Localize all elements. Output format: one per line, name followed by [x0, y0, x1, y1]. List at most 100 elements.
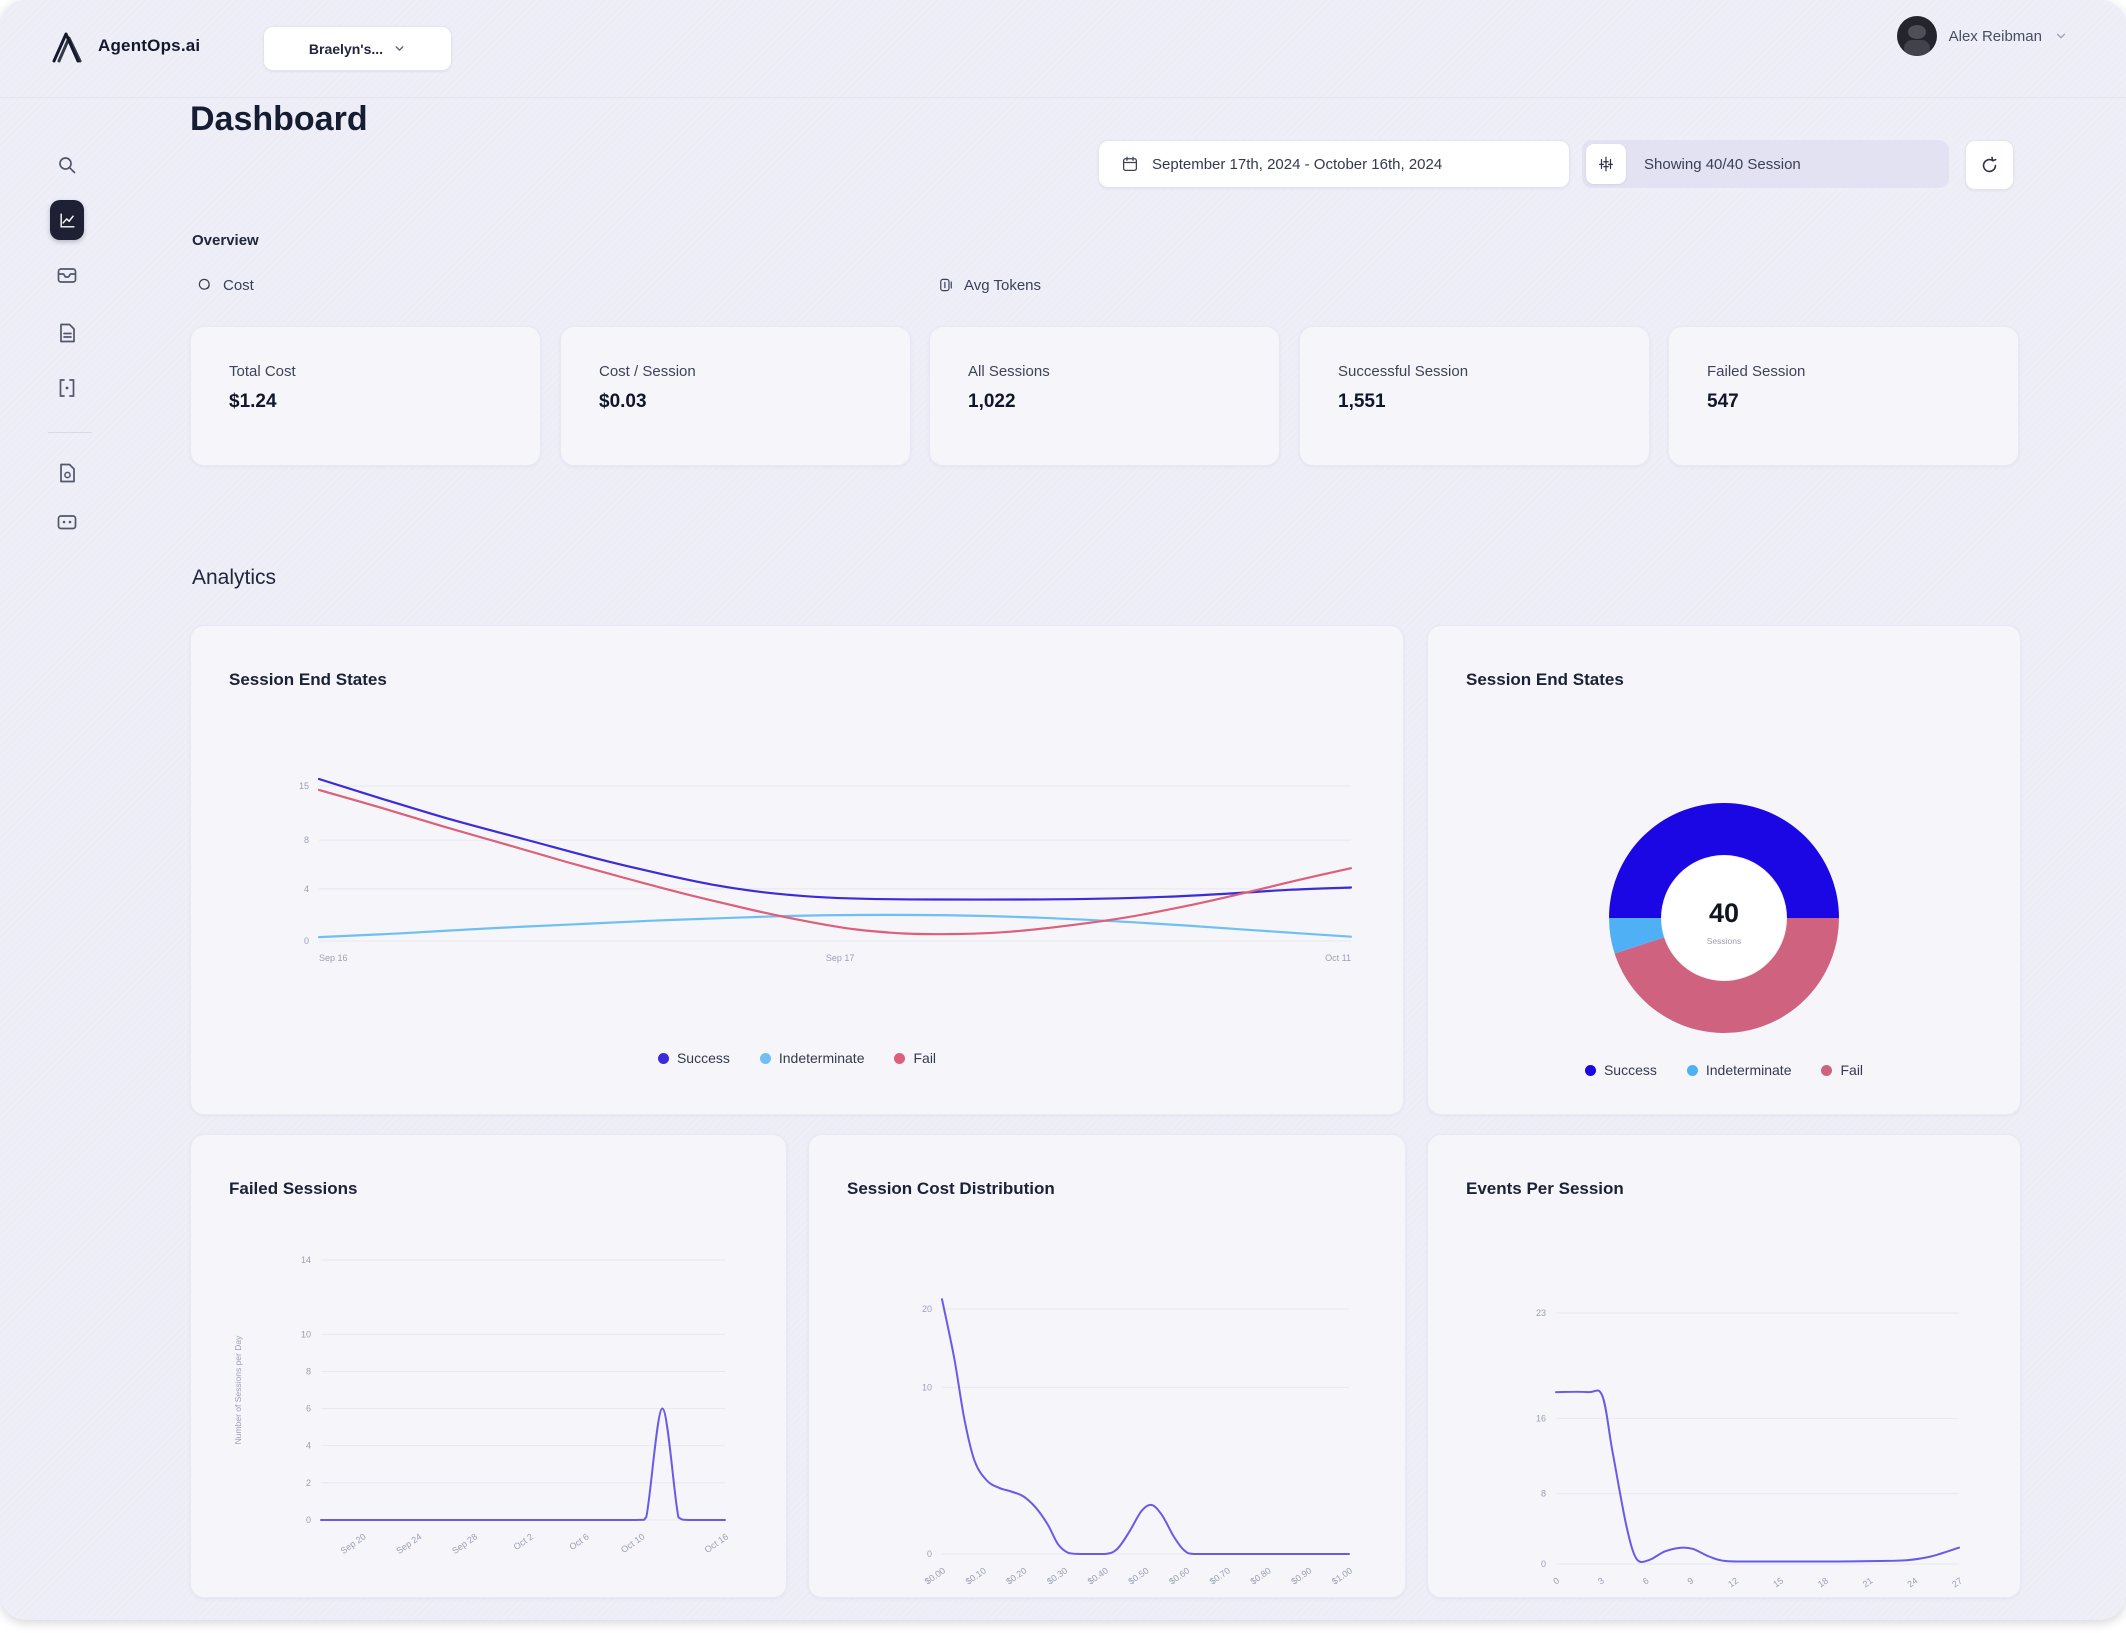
- svg-text:0: 0: [927, 1549, 932, 1559]
- refresh-button[interactable]: [1965, 140, 2014, 190]
- filter-button[interactable]: [1586, 144, 1626, 184]
- traces-bracket-icon[interactable]: [55, 376, 79, 400]
- legend-dot-icon: [759, 1052, 771, 1064]
- svg-text:$0.00: $0.00: [923, 1565, 947, 1586]
- logs-document-icon[interactable]: [55, 321, 79, 345]
- user-menu[interactable]: Alex Reibman: [1896, 16, 2068, 56]
- svg-text:Oct 11: Oct 11: [1325, 953, 1351, 963]
- svg-text:$0.70: $0.70: [1208, 1565, 1232, 1586]
- chart-card-failed-sessions: Failed Sessions 0 2 4 6 8 10 14 Sep 20 Sep 24 Sep…: [190, 1134, 787, 1598]
- session-end-states-donut-chart: 40 Sessions: [1609, 803, 1839, 1033]
- svg-text:8: 8: [1541, 1489, 1546, 1499]
- svg-text:$0.80: $0.80: [1249, 1565, 1273, 1586]
- analytics-heading: Analytics: [192, 566, 277, 589]
- project-selector-label: Braelyn's...: [308, 40, 384, 57]
- search-icon[interactable]: [55, 153, 79, 177]
- session-filter-pill[interactable]: Showing 40/40 Session: [1582, 140, 1949, 188]
- events-per-session-chart: 0 8 16 23 0 3 6 9 12 15 18 21 24 27: [1536, 1308, 1964, 1589]
- stat-card-failed-session: Failed Session 547: [1668, 326, 2019, 466]
- line-chart-icon: [59, 212, 75, 228]
- date-range-picker[interactable]: September 17th, 2024 - October 16th, 202…: [1098, 140, 1570, 188]
- legend-item: Fail: [894, 1050, 936, 1066]
- chart-title: Failed Sessions: [229, 1179, 358, 1198]
- legend-label: Success: [1603, 1062, 1657, 1078]
- session-cost-distribution-chart: 0 10 20 $0.00 $0.10 $0.20 $0.30 $0.40 $0.50 $0.60…: [922, 1298, 1354, 1587]
- projects-file-icon[interactable]: [55, 461, 79, 485]
- chart-title: Events Per Session: [1466, 1179, 1624, 1198]
- refresh-icon: [1982, 156, 1997, 172]
- sessions-box-icon[interactable]: [55, 263, 79, 287]
- svg-text:10: 10: [922, 1382, 932, 1392]
- svg-text:4: 4: [306, 1441, 311, 1451]
- legend-dot-icon: [1821, 1064, 1833, 1076]
- legend-item: Indeterminate: [759, 1050, 864, 1066]
- svg-text:Sep 24: Sep 24: [394, 1531, 423, 1556]
- svg-text:8: 8: [306, 1367, 311, 1377]
- avatar: [1896, 16, 1937, 56]
- svg-text:$0.40: $0.40: [1086, 1565, 1110, 1586]
- filter-sliders-icon: [1599, 156, 1613, 172]
- legend-item: Success: [657, 1050, 730, 1066]
- coin-icon: [198, 278, 210, 290]
- svg-text:Sep 16: Sep 16: [319, 953, 348, 963]
- svg-text:$0.90: $0.90: [1289, 1565, 1313, 1586]
- cost-toggle[interactable]: Cost: [196, 276, 254, 294]
- svg-text:10: 10: [301, 1329, 311, 1339]
- api-keys-card-icon[interactable]: [55, 510, 79, 534]
- showing-sessions-label: Showing 40/40 Session: [1644, 155, 1801, 173]
- stat-label: Total Cost: [229, 363, 296, 380]
- svg-text:$0.50: $0.50: [1126, 1565, 1150, 1586]
- svg-text:$0.30: $0.30: [1045, 1565, 1069, 1586]
- svg-text:6: 6: [1641, 1575, 1651, 1586]
- svg-text:18: 18: [1816, 1575, 1830, 1589]
- svg-text:Oct 2: Oct 2: [512, 1531, 535, 1552]
- svg-text:0: 0: [1541, 1559, 1546, 1569]
- overview-heading: Overview: [192, 232, 259, 249]
- svg-text:40: 40: [1709, 898, 1739, 928]
- chart-legend: Success Indeterminate Fail: [1428, 1062, 2020, 1078]
- legend-label: Indeterminate: [1705, 1062, 1792, 1078]
- svg-text:Oct 6: Oct 6: [567, 1531, 590, 1552]
- brand-name[interactable]: AgentOps.ai: [98, 36, 201, 55]
- stat-value: 1,022: [968, 391, 1016, 412]
- stat-card-all-sessions: All Sessions 1,022: [929, 326, 1280, 466]
- chart-card-session-end-states-line: Session End States 0 4 8 15 Sep 16 Sep 17 Oct …: [190, 625, 1404, 1115]
- svg-text:2: 2: [306, 1478, 311, 1488]
- stat-label: Cost / Session: [599, 363, 696, 380]
- avg-tokens-toggle[interactable]: Avg Tokens: [937, 276, 1041, 294]
- svg-text:0: 0: [1551, 1575, 1561, 1586]
- svg-text:$0.20: $0.20: [1004, 1565, 1028, 1586]
- svg-text:24: 24: [1905, 1575, 1919, 1589]
- stat-value: 547: [1707, 391, 1739, 412]
- svg-text:20: 20: [922, 1304, 932, 1314]
- user-name: Alex Reibman: [1948, 27, 2042, 45]
- svg-text:21: 21: [1861, 1575, 1875, 1589]
- svg-text:Number of Sessions per Day: Number of Sessions per Day: [233, 1335, 243, 1444]
- calendar-icon: [1122, 156, 1138, 172]
- agentops-logo-icon: [52, 32, 82, 63]
- legend-label: Success: [676, 1050, 730, 1066]
- avg-tokens-toggle-label: Avg Tokens: [964, 276, 1041, 294]
- chart-title: Session End States: [1466, 670, 1624, 689]
- stat-value: 1,551: [1338, 391, 1386, 412]
- stat-card-cost-per-session: Cost / Session $0.03: [560, 326, 911, 466]
- svg-text:14: 14: [301, 1255, 311, 1265]
- chart-card-session-end-states-donut: Session End States 40 Sessions Success Ind…: [1427, 625, 2021, 1115]
- legend-dot-icon: [1584, 1064, 1596, 1076]
- svg-text:Sep 20: Sep 20: [339, 1531, 368, 1556]
- legend-item: Indeterminate: [1686, 1062, 1792, 1078]
- svg-text:16: 16: [1536, 1413, 1546, 1423]
- legend-dot-icon: [894, 1052, 906, 1064]
- date-range-label: September 17th, 2024 - October 16th, 202…: [1152, 155, 1443, 173]
- project-selector[interactable]: Braelyn's...: [263, 26, 452, 71]
- stat-label: Failed Session: [1707, 363, 1806, 380]
- svg-text:0: 0: [306, 1515, 311, 1525]
- page-title: Dashboard: [190, 100, 368, 138]
- svg-text:0: 0: [304, 936, 309, 946]
- svg-text:15: 15: [299, 781, 309, 791]
- sidebar-item-dashboard-active[interactable]: [50, 200, 84, 240]
- svg-text:12: 12: [1726, 1575, 1740, 1589]
- failed-sessions-chart: 0 2 4 6 8 10 14 Sep 20 Sep 24 Sep 28 Oct 2 Oct 6 Oct…: [233, 1255, 730, 1556]
